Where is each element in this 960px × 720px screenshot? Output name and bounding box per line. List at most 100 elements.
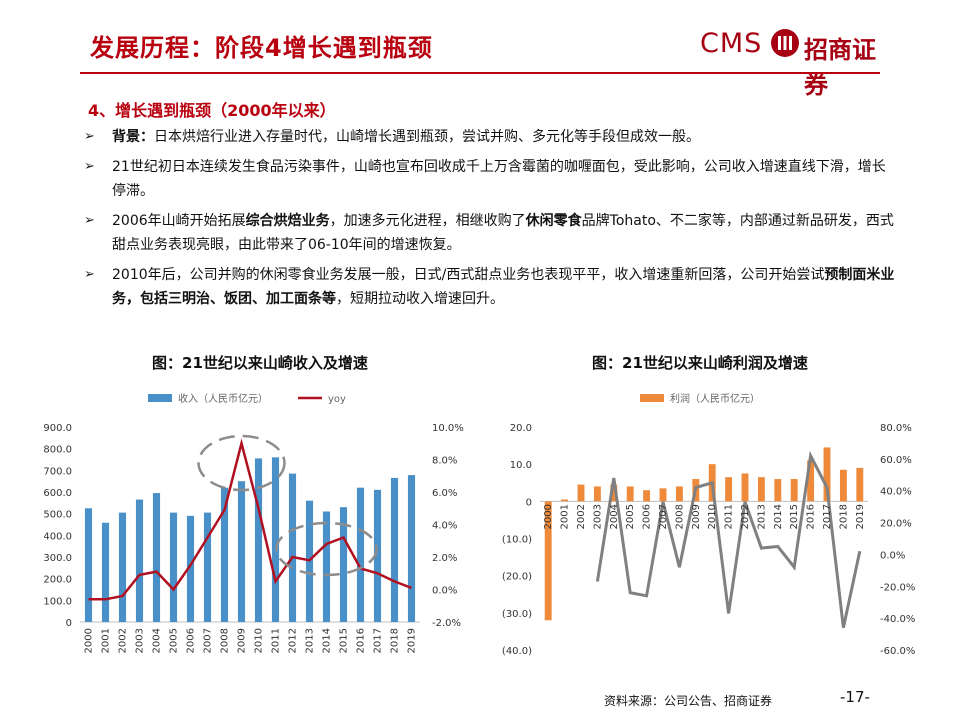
x-tick-label: 2007 (203, 628, 214, 653)
legend-label: yoy (328, 394, 346, 405)
bar (626, 486, 634, 502)
x-tick-label: 2013 (756, 504, 767, 529)
bar (390, 477, 399, 622)
title-divider (80, 72, 880, 74)
legend-swatch (148, 394, 172, 402)
x-tick-label: 2007 (658, 504, 669, 529)
y-right-tick-label: -60.0% (880, 646, 915, 657)
bar (254, 458, 263, 622)
y-left-tick-label: 400.0 (43, 531, 72, 542)
y-left-tick-label: 0 (526, 497, 532, 508)
bar (135, 499, 144, 622)
logo-latin: CMS (700, 28, 763, 59)
legend-label: 利润（人民币亿元） (670, 392, 760, 405)
y-right-tick-label: -2.0% (432, 618, 461, 629)
x-tick-label: 2018 (838, 504, 849, 529)
legend-label: 收入（人民币亿元） (178, 392, 268, 405)
x-tick-label: 2003 (135, 628, 146, 653)
bullet-marker-icon: ➢ (84, 213, 95, 228)
bar (84, 508, 93, 622)
x-tick-label: 2010 (254, 628, 265, 653)
x-tick-label: 2013 (305, 628, 316, 653)
bar (339, 507, 348, 622)
x-tick-label: 2009 (691, 504, 702, 529)
bar (356, 487, 365, 622)
bar (203, 512, 212, 622)
bullet-diversification: ➢ 2006年山崎开始拓展综合烘焙业务，加速多元化进程，相继收购了休闲零食品牌T… (84, 209, 896, 257)
x-tick-label: 2009 (237, 628, 248, 653)
bar (675, 486, 683, 502)
x-tick-label: 2014 (322, 628, 333, 653)
bullet-background: ➢ 背景：日本烘焙行业进入存量时代，山崎增长遇到瓶颈，尝试并购、多元化等手段但成… (84, 125, 896, 149)
x-tick-label: 2018 (390, 628, 401, 653)
bar (271, 457, 280, 622)
page-title: 发展历程：阶段4增长遇到瓶颈 (90, 34, 433, 62)
x-tick-label: 2011 (271, 628, 282, 653)
bar (823, 447, 831, 502)
bar (610, 484, 618, 502)
x-tick-label: 2015 (789, 504, 800, 529)
y-right-tick-label: 0.0% (880, 550, 905, 561)
bar (169, 512, 178, 622)
series-line (88, 438, 412, 601)
y-left-tick-label: 700.0 (43, 466, 72, 477)
revenue-growth-chart: 图：21世纪以来山崎收入及增速 收入（人民币亿元） yoy 0 100.0 200.0… (43, 354, 464, 653)
bar (237, 481, 246, 622)
y-right-tick-label: -20.0% (880, 582, 915, 593)
bar (118, 512, 127, 622)
x-tick-label: 2012 (740, 504, 751, 529)
y-left-tick-label: 20.0 (510, 423, 532, 434)
x-tick-label: 2017 (373, 628, 384, 653)
bar (152, 493, 161, 622)
x-tick-label: 2006 (186, 628, 197, 653)
bar (774, 479, 782, 502)
y-left-tick-label: 600.0 (43, 488, 72, 499)
bullet-highlight: 综合烘焙业务 (245, 213, 330, 229)
y-right-tick-label: 4.0% (432, 521, 457, 532)
x-tick-label: 2008 (674, 504, 685, 529)
bar (561, 499, 569, 502)
bar (807, 460, 815, 502)
chart-legend: 利润（人民币亿元） (640, 392, 760, 405)
bullet-text: ，短期拉动收入增速回升。 (336, 291, 504, 307)
bar (544, 501, 552, 621)
x-tick-label: 2001 (560, 504, 571, 529)
logo-chinese: 招商证券 (804, 36, 876, 99)
x-tick-label: 2006 (642, 504, 653, 529)
bullet-text: 21世纪初日本连续发生食品污染事件，山崎也宣布回收成千上万含霉菌的咖喱面包，受此… (112, 159, 886, 199)
x-tick-label: 2011 (724, 504, 735, 529)
y-right-tick-label: 2.0% (432, 553, 457, 564)
annotation-ellipse-peak (197, 434, 286, 492)
chart-legend: 收入（人民币亿元） yoy (148, 392, 346, 405)
bullet-lead: 背景： (112, 129, 154, 145)
y-left-tick-label: (20.0) (502, 572, 532, 583)
x-tick-label: 2000 (543, 504, 554, 529)
y-left-tick-label: (40.0) (502, 646, 532, 657)
bullet-marker-icon: ➢ (84, 129, 95, 144)
x-tick-label: 2016 (806, 504, 817, 529)
bar (741, 473, 749, 502)
y-right-tick-label: 60.0% (880, 455, 912, 466)
bar (856, 467, 864, 502)
bullet-highlight: 预制面米业务，包括三明治、饭团、加工面条等 (112, 267, 895, 307)
section-heading: 4、增长遇到瓶颈（2000年以来） (88, 101, 336, 120)
bar (790, 479, 798, 502)
x-tick-label: 2002 (118, 628, 129, 653)
bullet-marker-icon: ➢ (84, 267, 95, 282)
y-right-tick-label: 20.0% (880, 519, 912, 530)
y-right-tick-label: 10.0% (432, 423, 464, 434)
bar (220, 487, 229, 622)
y-right-tick-label: -40.0% (880, 614, 915, 625)
bar (407, 475, 416, 622)
bar (186, 515, 195, 622)
y-right-tick-label: 0.0% (432, 586, 457, 597)
bar (577, 484, 585, 502)
bullet-text: ，加速多元化进程，相继收购了 (329, 213, 526, 229)
bar (322, 511, 331, 622)
bullet-highlight: 休闲零食 (525, 213, 582, 229)
x-tick-label: 2004 (609, 504, 620, 529)
x-tick-label: 2012 (288, 628, 299, 653)
x-tick-label: 2010 (707, 504, 718, 529)
x-tick-label: 2002 (576, 504, 587, 529)
y-left-tick-label: 500.0 (43, 510, 72, 521)
